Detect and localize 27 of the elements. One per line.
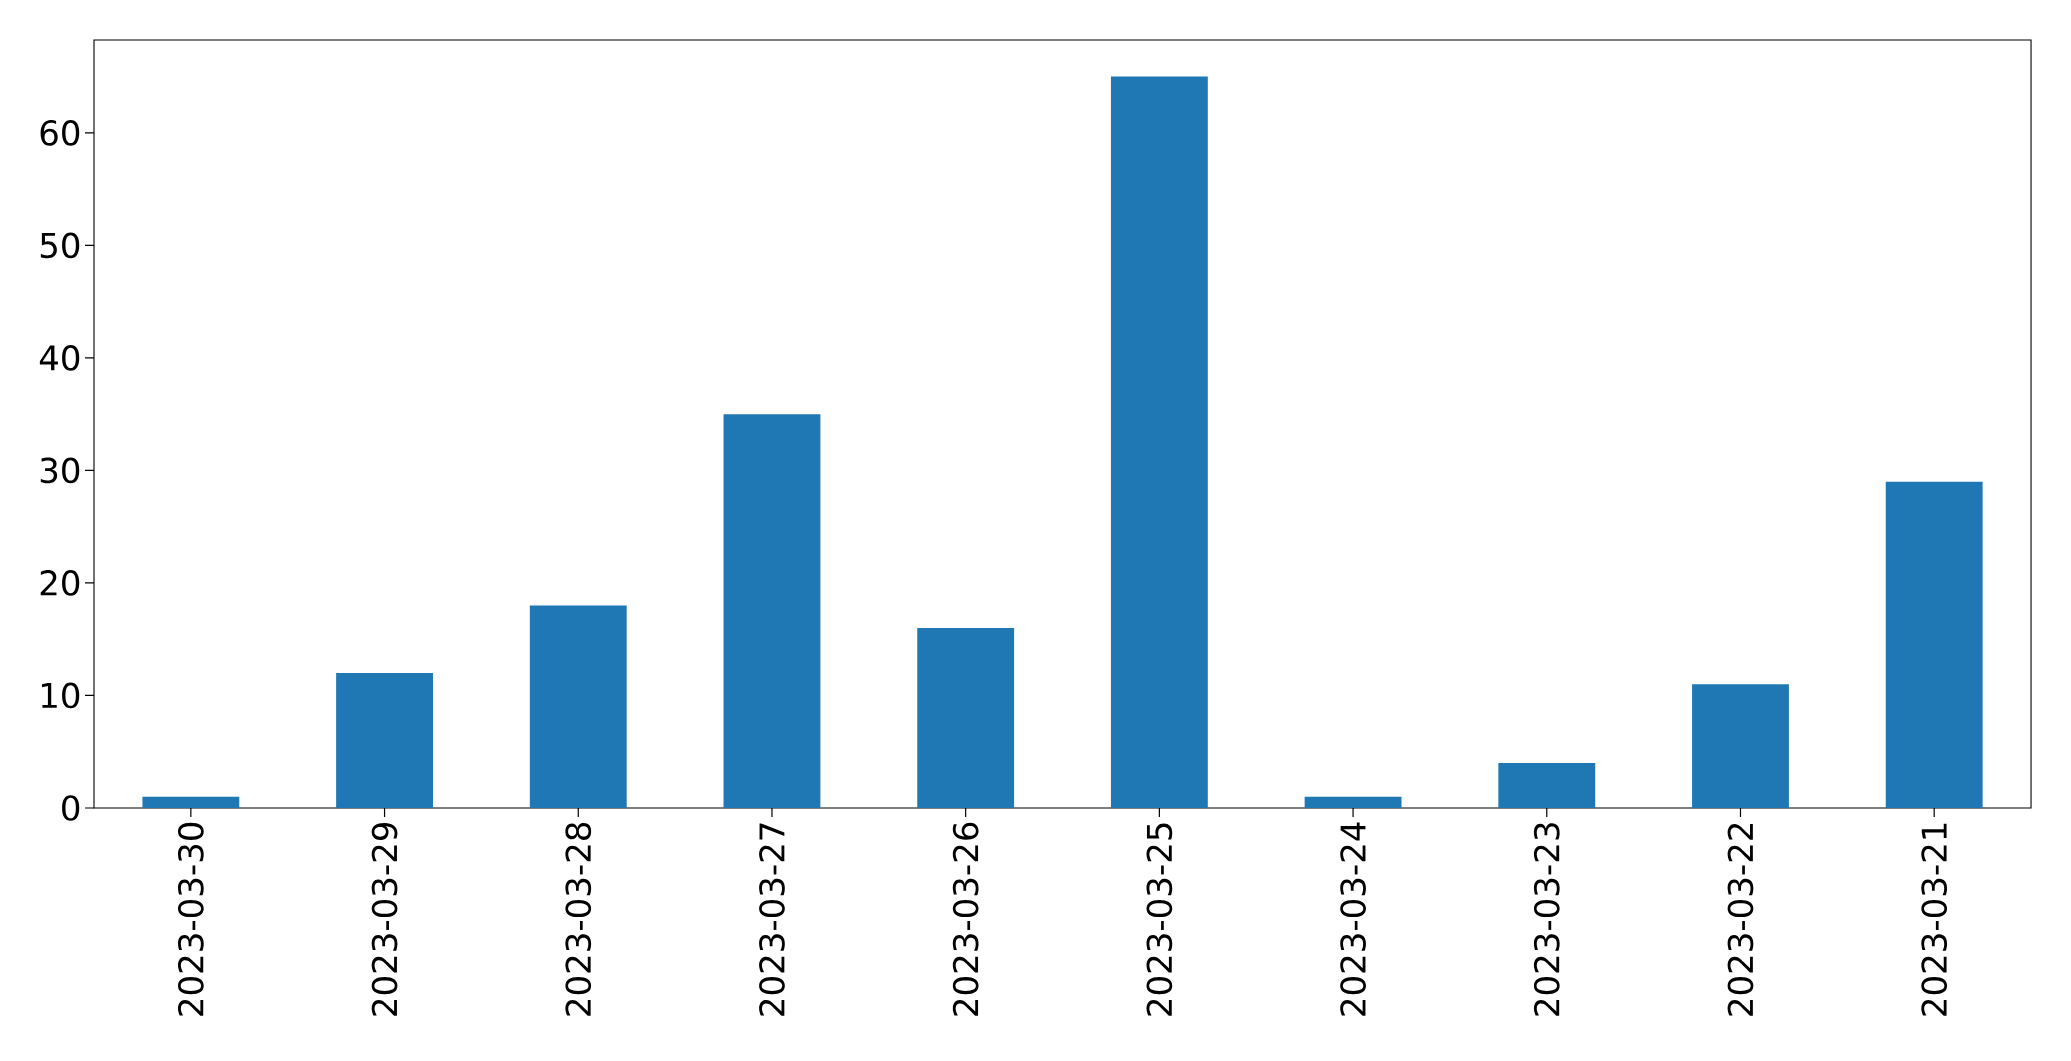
bar xyxy=(1304,796,1402,808)
x-tick-label: 2023-03-23 xyxy=(1533,823,1560,1016)
y-tick-label: 0 xyxy=(62,795,80,821)
x-tick-label: 2023-03-28 xyxy=(565,822,592,1016)
y-tick-label: 20 xyxy=(40,570,80,596)
bar xyxy=(723,414,821,808)
bar xyxy=(1110,76,1208,808)
y-tick-label: 50 xyxy=(40,232,80,259)
y-tick-label: 40 xyxy=(39,345,80,371)
bar xyxy=(1885,481,1983,808)
x-tick-label: 2023-03-25 xyxy=(1146,823,1173,1016)
x-tick-label: 2023-03-24 xyxy=(1340,822,1366,1016)
x-tick-label: 2023-03-27 xyxy=(759,823,785,1016)
bar xyxy=(336,672,433,808)
x-tick-label: 2023-03-22 xyxy=(1727,823,1754,1016)
x-tick-label: 2023-03-21 xyxy=(1921,823,1948,1016)
bar xyxy=(1498,762,1596,808)
x-tick-label: 2023-03-29 xyxy=(371,822,398,1016)
y-tick-label: 10 xyxy=(41,682,80,709)
y-tick-label: 60 xyxy=(40,119,80,146)
bar xyxy=(917,627,1015,808)
bar xyxy=(142,796,240,808)
bar xyxy=(529,605,627,808)
x-tick-label: 2023-03-26 xyxy=(952,822,979,1016)
x-tick-label: 2023-03-30 xyxy=(177,822,204,1016)
bar xyxy=(1692,684,1789,808)
y-tick-label: 30 xyxy=(40,457,80,484)
